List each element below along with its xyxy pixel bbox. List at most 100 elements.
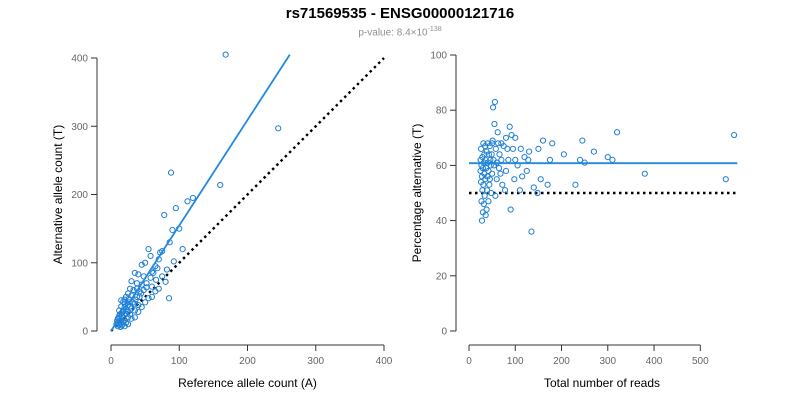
right-data-point (537, 176, 544, 183)
left-data-point (165, 295, 173, 302)
right-data-point (483, 187, 491, 194)
right-data-point (497, 170, 504, 177)
right-x-tick-label: 400 (646, 356, 663, 367)
right-data-point (546, 156, 554, 163)
left-data-point (121, 300, 128, 307)
right-data-point (477, 145, 485, 152)
left-data-point (131, 314, 138, 321)
right-data-point (499, 181, 506, 188)
right-data-point (549, 140, 556, 147)
right-data-point (576, 156, 584, 163)
right-data-point (508, 131, 515, 139)
left-data-point (138, 261, 145, 268)
right-data-point (722, 176, 729, 183)
left-data-point (275, 125, 282, 132)
right-data-point (517, 145, 524, 152)
right-data-point (486, 181, 493, 188)
right-data-point (511, 176, 518, 183)
right-data-point (572, 181, 579, 188)
right-data-point (491, 98, 499, 106)
right-data-point (480, 140, 487, 147)
left-data-point (167, 169, 175, 176)
left-x-axis-title: Reference allele count (A) (178, 376, 317, 390)
left-data-point (130, 286, 137, 294)
right-data-point (509, 145, 517, 152)
left-y-tick-label: 300 (71, 122, 88, 133)
right-data-point (590, 148, 598, 155)
right-data-point (477, 167, 484, 175)
left-data-point (152, 288, 159, 295)
left-data-point (179, 246, 186, 253)
right-data-point (502, 134, 510, 141)
right-data-point (479, 209, 486, 216)
left-data-point (184, 198, 191, 205)
right-data-point (501, 187, 509, 194)
right-data-point (483, 165, 490, 172)
right-data-point (521, 154, 528, 161)
left-data-point (128, 315, 135, 322)
left-data-point (217, 181, 224, 189)
left-reference-line (110, 57, 385, 332)
left-data-point (189, 194, 196, 202)
right-data-point (519, 173, 526, 180)
right-y-tick-label: 60 (436, 161, 448, 172)
left-data-point (172, 205, 179, 212)
left-data-point (159, 273, 166, 280)
right-y-axis-title: Percentage alternative (T) (410, 124, 424, 263)
left-data-point (222, 51, 229, 58)
left-y-tick-label: 200 (71, 190, 88, 201)
left-x-tick-label: 400 (376, 356, 393, 367)
left-data-point (131, 269, 138, 277)
right-data-point (477, 178, 485, 186)
left-data-point (128, 278, 135, 285)
right-data-point (730, 131, 738, 139)
left-x-tick-label: 0 (108, 356, 114, 367)
p-value-exponent: -138 (427, 26, 442, 33)
left-y-tick-label: 400 (71, 54, 88, 65)
p-value-text: p-value: 8.4×10 (358, 27, 428, 39)
right-y-tick-label: 100 (430, 51, 447, 62)
left-x-tick-label: 100 (171, 356, 188, 367)
right-data-point (502, 167, 510, 175)
right-x-tick-label: 300 (599, 356, 616, 367)
left-data-point (154, 265, 161, 272)
right-y-tick-label: 20 (436, 271, 448, 282)
right-data-point (485, 198, 492, 205)
left-data-point (152, 276, 160, 283)
right-data-point (488, 151, 495, 158)
left-x-tick-label: 200 (239, 356, 256, 367)
left-data-point (135, 271, 142, 278)
right-data-point (528, 228, 535, 235)
left-data-point (161, 211, 168, 219)
left-y-axis-title: Alternative allele count (T) (51, 125, 65, 264)
left-data-point (137, 290, 145, 297)
right-data-point (523, 167, 530, 175)
right-y-tick-label: 40 (436, 216, 448, 227)
left-data-point (145, 295, 152, 302)
right-y-tick-label: 80 (436, 106, 448, 117)
right-data-point (560, 151, 567, 158)
right-data-point (481, 192, 488, 199)
right-data-point (478, 198, 485, 205)
left-panel: 0 100 200 300 400 0 100 200 300 400 Reference alle… (51, 51, 393, 390)
right-data-point (526, 148, 533, 155)
left-data-point (150, 269, 157, 277)
right-x-tick-label: 200 (553, 356, 570, 367)
right-data-point (489, 104, 497, 111)
left-data-point (145, 246, 152, 253)
right-data-point (544, 181, 551, 188)
right-data-point (604, 154, 611, 161)
left-data-point (117, 323, 124, 331)
right-data-point (539, 137, 547, 144)
left-data-point (132, 296, 139, 303)
left-data-point (170, 258, 177, 265)
right-x-axis-title: Total number of reads (544, 376, 660, 390)
right-data-point (506, 123, 513, 130)
right-x-tick-label: 100 (507, 356, 524, 367)
right-data-point (492, 192, 499, 199)
right-data-point (516, 187, 523, 194)
left-data-point (147, 274, 154, 281)
right-data-point (493, 176, 500, 183)
left-data-point (118, 322, 126, 329)
